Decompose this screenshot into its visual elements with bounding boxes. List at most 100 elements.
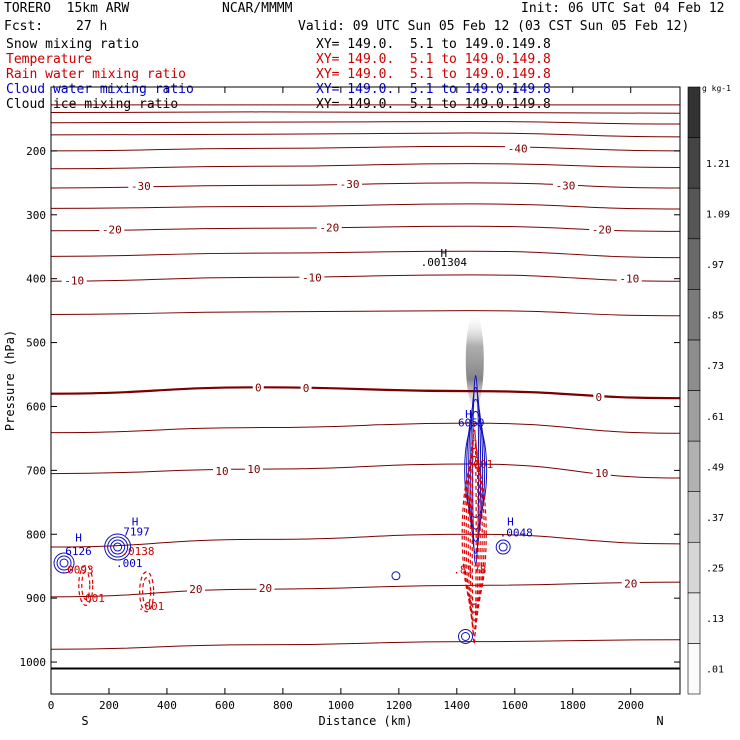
init-time: Init: 06 UTC Sat 04 Feb 12 [521,1,725,16]
isotherm-label: 10 [215,465,228,478]
cloud-water-contour [59,558,69,568]
isotherm--5 [51,310,680,317]
colorbar-swatch [687,491,701,543]
rain-contour [461,463,487,605]
y-tick-label: 800 [26,528,46,541]
isotherm-label-bg [593,390,605,403]
isotherm-label-bg [256,581,275,594]
isotherm-label-bg [553,179,579,192]
x-tick-label: 0 [48,699,55,712]
y-tick-label: 700 [26,464,46,477]
x-tick-label: 400 [157,699,177,712]
rain-contour [469,431,479,637]
cloud-water-contour [107,536,129,558]
field-annotation: .0048 [500,526,533,539]
plot-frame [50,86,681,695]
cloud-water-contour [56,555,72,571]
field-annotation: .0093 [61,563,94,576]
field-annotation: .001 [467,458,494,471]
field-annotation: 7197 [123,526,150,539]
isotherm--10 [51,274,680,282]
isotherm-label-bg [61,274,87,287]
colorbar-tick-label: 1.09 [706,209,730,220]
colorbar-swatch [687,86,701,138]
isotherm-10 [51,463,680,479]
isotherm--20 [51,225,680,232]
isotherm-label: -30 [340,178,360,191]
isotherm-label: -10 [619,273,639,286]
cloud-water-contour [495,539,511,555]
isotherm-label: 20 [624,577,637,590]
isotherm-label-bg [128,180,154,193]
isotherm-label-bg [621,577,640,590]
colorbar-tick-label: 1.21 [706,159,730,170]
field-label-cloud-water: Cloud water mixing ratio [6,82,194,97]
x-tick-label: 1600 [502,699,529,712]
field-annotation: H [440,247,447,260]
isotherm-0 [51,386,680,400]
rain-contour [467,439,481,629]
field-annotation: H [465,408,472,421]
colorbar-swatch [687,339,701,391]
rain-contour [142,577,152,607]
rain-contour [139,571,155,613]
y-tick-label: 600 [26,400,46,413]
x-tick-label: 200 [99,699,119,712]
isotherm--15 [51,250,680,259]
field-annotation: H [132,515,139,528]
field-label-rain: Rain water mixing ratio [6,67,187,82]
isotherm-label-bg [252,381,264,394]
colorbar-tick-label: .97 [706,260,724,271]
cloud-water-contour [53,552,75,574]
x-tick-label: 1800 [560,699,587,712]
colorbar-tick-label: .73 [706,361,724,372]
isotherm-label-bg [300,381,312,394]
colorbar-swatch [687,187,701,240]
field-xy-cloud-water: XY= 149.0. 5.1 to 149.0.149.8 [316,82,551,97]
y-tick-label: 400 [26,273,46,286]
isotherm-label-bg [616,272,642,285]
isotherm-label: -40 [508,142,528,155]
isotherm-label: -20 [102,223,122,236]
isotherm-label: 20 [259,582,272,595]
rain-contour [465,447,483,621]
isotherm-label-bg [244,463,263,476]
isotherm-label-bg [337,178,363,191]
colorbar-swatch [687,592,701,644]
isotherm-label: -20 [319,222,339,235]
y-tick-label: 500 [26,337,46,350]
cloud-water-contour [461,631,471,641]
colorbar-tick-label: .37 [706,513,724,524]
isotherm-25 [51,639,680,650]
rain-contour [81,570,91,600]
x-axis-label: Distance (km) [319,714,413,728]
rain-contour [463,455,485,613]
colorbar-unit: g kg-1 [702,84,731,93]
y-axis-label: Pressure (hPa) [3,330,17,431]
colorbar-tick-label: .85 [706,311,724,322]
snow-shading [465,312,484,409]
isotherm--35 [51,163,680,170]
field-xy-temperature: XY= 149.0. 5.1 to 149.0.149.8 [316,52,551,67]
field-annotation: .0138 [121,545,154,558]
isotherm-label: 10 [247,463,260,476]
cloud-water-contour [498,542,508,552]
south-label: S [81,714,88,728]
cloud-water-contour [113,542,123,552]
isotherm-label-bg [213,465,232,478]
y-tick-label: 1000 [20,656,47,669]
isotherm-5 [51,422,680,434]
colorbar-swatch [687,289,701,341]
isotherm-label-bg [299,271,325,284]
field-label-temperature: Temperature [6,52,93,67]
isotherm-label-bg [186,583,205,596]
forecast-label: Fcst: [4,19,44,34]
isotherm--50 [51,121,680,125]
isotherm--25 [51,203,680,210]
isotherm-label-bg [592,466,611,479]
field-annotation: .001 [138,600,165,613]
forecast-hour: 27 h [76,19,108,34]
colorbar-swatch [687,643,701,695]
isotherm-label: -30 [556,179,576,192]
